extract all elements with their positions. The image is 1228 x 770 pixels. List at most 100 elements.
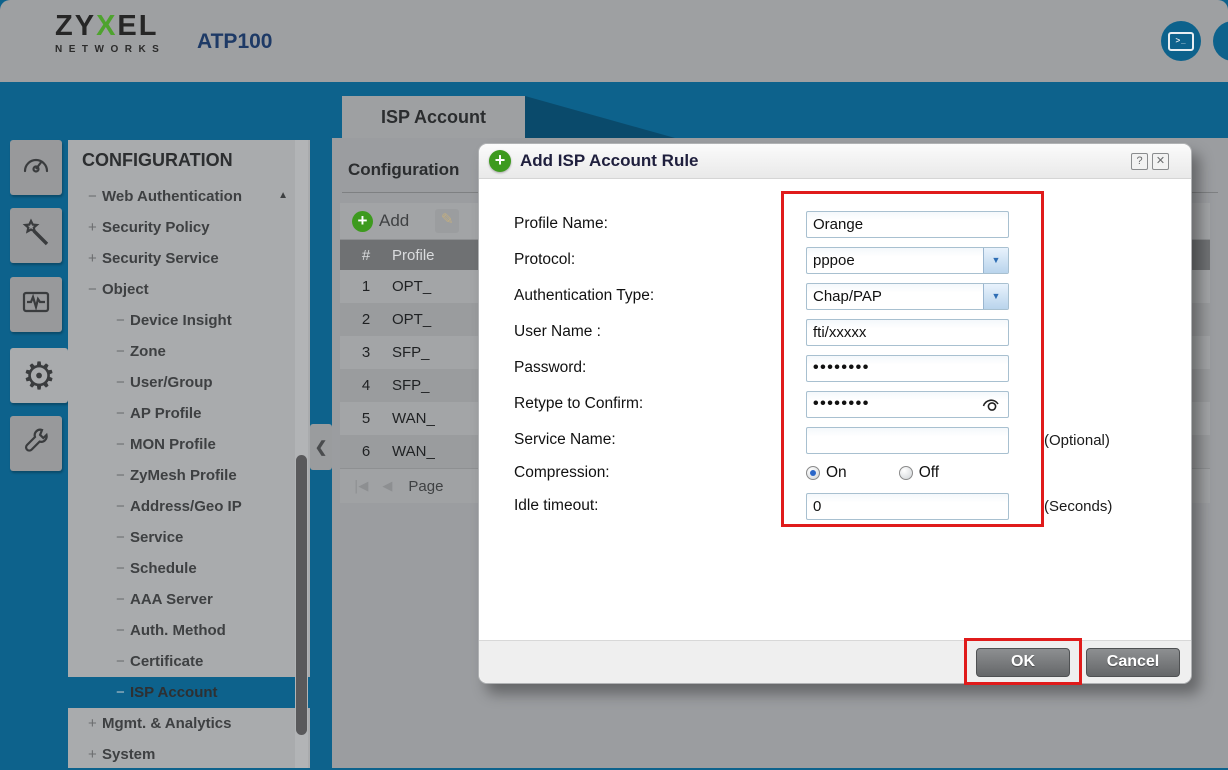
dropdown-arrow-icon[interactable]: ▼ bbox=[983, 247, 1008, 273]
ok-button[interactable]: OK bbox=[976, 648, 1070, 677]
authentication-type-value: Chap/PAP bbox=[813, 287, 882, 305]
idle-timeout-control: 0 bbox=[806, 492, 1009, 520]
collapse-icon[interactable]: − bbox=[116, 343, 125, 360]
compression-radio-on[interactable] bbox=[806, 466, 820, 480]
nav-item-user-group[interactable]: − User/Group bbox=[68, 367, 310, 398]
collapse-icon[interactable]: − bbox=[116, 529, 125, 546]
compression-radio-label-on: On bbox=[826, 464, 847, 481]
collapse-icon[interactable]: − bbox=[116, 653, 125, 670]
protocol-input[interactable]: pppoe bbox=[806, 246, 1009, 274]
authentication-type-control: Chap/PAP ▼ bbox=[806, 282, 1009, 310]
retype-to-confirm-value: •••••••• bbox=[813, 395, 870, 412]
wrench-icon bbox=[20, 425, 52, 462]
nav-item-mgmt-analytics[interactable]: + Mgmt. & Analytics bbox=[68, 708, 310, 739]
rail-monitor-button[interactable] bbox=[10, 277, 62, 332]
collapse-icon[interactable]: − bbox=[116, 684, 125, 701]
expand-icon[interactable]: + bbox=[88, 746, 97, 763]
retype-to-confirm-input[interactable]: •••••••• bbox=[806, 390, 1009, 418]
service-name-input[interactable] bbox=[806, 426, 1009, 454]
nav-item-security-policy[interactable]: + Security Policy bbox=[68, 212, 310, 243]
idle-timeout-input[interactable]: 0 bbox=[806, 492, 1009, 520]
user-name-label: User Name : bbox=[514, 323, 601, 340]
column-header-number[interactable]: # bbox=[361, 246, 371, 264]
dropdown-arrow-icon[interactable]: ▼ bbox=[983, 283, 1008, 309]
collapse-icon[interactable]: − bbox=[88, 188, 97, 205]
row-profile-name: WAN_ bbox=[392, 443, 435, 460]
nav-item-mon-profile[interactable]: − MON Profile bbox=[68, 429, 310, 460]
field-row-authentication-type: Authentication Type: Chap/PAP ▼ bbox=[514, 278, 1171, 314]
nav-item-ap-profile[interactable]: − AP Profile bbox=[68, 398, 310, 429]
row-profile-name: SFP_ bbox=[392, 377, 430, 394]
nav-item-zymesh-profile[interactable]: − ZyMesh Profile bbox=[68, 460, 310, 491]
nav-item-web-authentication[interactable]: − Web Authentication ▲ bbox=[68, 181, 310, 212]
nav-item-isp-account[interactable]: − ISP Account bbox=[68, 677, 310, 708]
collapse-icon[interactable]: − bbox=[116, 622, 125, 639]
field-row-idle-timeout: Idle timeout: 0 (Seconds) bbox=[514, 488, 1171, 524]
expand-icon[interactable]: + bbox=[88, 715, 97, 732]
dialog-help-button[interactable]: ? bbox=[1131, 153, 1148, 170]
first-page-icon[interactable]: |◀ bbox=[354, 478, 369, 494]
nav-item-system[interactable]: + System bbox=[68, 739, 310, 770]
retype-to-confirm-label: Retype to Confirm: bbox=[514, 395, 644, 412]
dialog-close-button[interactable]: ✕ bbox=[1152, 153, 1169, 170]
monitor-pulse-icon bbox=[20, 286, 52, 323]
authentication-type-input[interactable]: Chap/PAP bbox=[806, 282, 1009, 310]
rail-configuration-button[interactable]: ⚙ bbox=[10, 348, 68, 403]
show-password-eye-icon[interactable] bbox=[981, 397, 1001, 417]
header-clipped-icon[interactable] bbox=[1213, 21, 1228, 61]
collapse-icon[interactable]: − bbox=[88, 281, 97, 298]
add-button[interactable]: Add bbox=[379, 211, 410, 230]
nav-item-object[interactable]: − Object bbox=[68, 274, 310, 305]
nav-item-schedule[interactable]: − Schedule bbox=[68, 553, 310, 584]
cancel-button[interactable]: Cancel bbox=[1086, 648, 1180, 677]
section-title: Configuration bbox=[348, 160, 460, 179]
compression-radio-label-off: Off bbox=[918, 464, 940, 481]
collapse-icon[interactable]: − bbox=[116, 467, 125, 484]
nav-collapse-handle[interactable]: ❮ bbox=[310, 424, 332, 470]
collapse-icon[interactable]: − bbox=[116, 560, 125, 577]
rail-maintenance-button[interactable] bbox=[10, 416, 62, 471]
collapse-icon[interactable]: − bbox=[116, 374, 125, 391]
device-model-label: ATP100 bbox=[197, 30, 273, 53]
nav-item-zone[interactable]: − Zone bbox=[68, 336, 310, 367]
nav-item-aaa-server[interactable]: − AAA Server bbox=[68, 584, 310, 615]
user-name-input[interactable]: fti/xxxxx bbox=[806, 318, 1009, 346]
profile-name-input[interactable]: Orange bbox=[806, 210, 1009, 238]
nav-item-device-insight[interactable]: − Device Insight bbox=[68, 305, 310, 336]
column-header-profile[interactable]: Profile bbox=[392, 246, 435, 264]
tab-isp-account[interactable]: ISP Account bbox=[342, 96, 525, 138]
collapse-icon[interactable]: − bbox=[116, 405, 125, 422]
nav-item-service[interactable]: − Service bbox=[68, 522, 310, 553]
nav-scrollbar-thumb[interactable] bbox=[296, 455, 307, 735]
rail-dashboard-button[interactable] bbox=[10, 140, 62, 195]
row-number: 1 bbox=[361, 278, 371, 295]
nav-item-certificate[interactable]: − Certificate bbox=[68, 646, 310, 677]
rail-wizard-button[interactable] bbox=[10, 208, 62, 263]
row-profile-name: SFP_ bbox=[392, 344, 430, 361]
compression-radio-off[interactable] bbox=[898, 466, 913, 480]
collapse-icon[interactable]: − bbox=[116, 436, 125, 453]
console-terminal-icon[interactable]: >_ bbox=[1161, 21, 1201, 61]
expand-icon[interactable]: + bbox=[88, 219, 97, 236]
configuration-nav-panel: CONFIGURATION − Web Authentication ▲ + Secur… bbox=[68, 140, 310, 768]
edit-pencil-icon[interactable]: ✎ bbox=[435, 209, 460, 233]
collapse-icon[interactable]: − bbox=[116, 498, 125, 515]
collapse-icon[interactable]: − bbox=[116, 312, 125, 329]
add-isp-account-dialog: + Add ISP Account Rule ? ✕ Profile Name:… bbox=[478, 143, 1192, 685]
idle-timeout-value: 0 bbox=[813, 497, 822, 515]
password-input[interactable]: •••••••• bbox=[806, 354, 1009, 382]
idle-timeout-label: Idle timeout: bbox=[514, 497, 599, 514]
service-name-control bbox=[806, 426, 1009, 454]
nav-item-security-service[interactable]: + Security Service bbox=[68, 243, 310, 274]
password-control: •••••••• bbox=[806, 354, 1009, 382]
collapse-icon[interactable]: − bbox=[116, 591, 125, 608]
nav-item-auth-method[interactable]: − Auth. Method bbox=[68, 615, 310, 646]
nav-item-label: MON Profile bbox=[130, 436, 216, 453]
nav-item-address-geo-ip[interactable]: − Address/Geo IP bbox=[68, 491, 310, 522]
profile-name-value: Orange bbox=[813, 215, 864, 233]
prev-page-icon[interactable]: ◀ bbox=[382, 478, 393, 494]
expand-icon[interactable]: + bbox=[88, 250, 97, 267]
row-profile-name: OPT_ bbox=[392, 278, 432, 295]
tab-shadow-decoration bbox=[525, 96, 675, 138]
nav-scroll-up-icon[interactable]: ▲ bbox=[278, 190, 288, 201]
